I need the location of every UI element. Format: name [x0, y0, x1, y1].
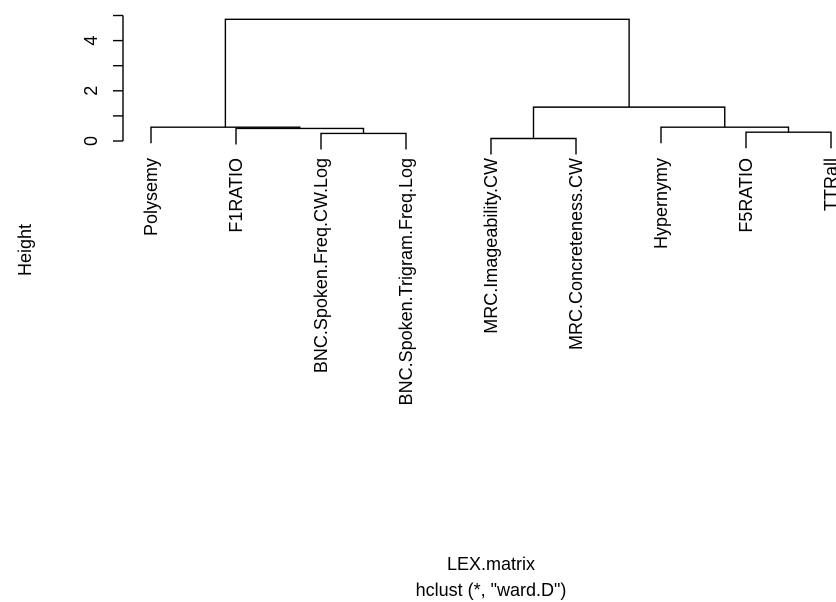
y-tick-label: 2: [81, 86, 101, 96]
leaf-label: MRC.Imageability.CW: [481, 158, 501, 334]
leaf-label: TTRall: [821, 158, 836, 211]
dendrogram-branch: [660, 126, 790, 144]
y-axis-title: Height: [15, 224, 35, 276]
dendrogram-branch: [745, 131, 832, 149]
x-axis-title: LEX.matrix: [447, 554, 535, 574]
dendrogram-branch: [224, 18, 630, 128]
dendrogram-tree: [150, 18, 832, 155]
leaf-label: Polysemy: [141, 158, 161, 236]
leaf-label: MRC.Concreteness.CW: [566, 158, 586, 350]
leaf-label: Hypernymy: [651, 158, 671, 249]
dendrogram-branch: [150, 126, 301, 144]
y-axis: 0 2 4: [81, 14, 124, 146]
y-tick-label: 0: [81, 136, 101, 146]
chart-subtitle: hclust (*, "ward.D"): [416, 580, 567, 600]
leaf-label: F1RATIO: [226, 158, 246, 233]
y-tick-label: 4: [81, 36, 101, 46]
leaf-label: F5RATIO: [736, 158, 756, 233]
leaf-label: BNC.Spoken.Trigram.Freq.Log: [396, 158, 416, 405]
dendrogram-branch: [490, 137, 577, 155]
dendrogram-branch: [320, 132, 407, 150]
dendrogram-branch: [532, 106, 726, 139]
leaf-labels: Polysemy F1RATIO BNC.Spoken.Freq.CW.Log BNC…: [141, 158, 836, 405]
leaf-label: BNC.Spoken.Freq.CW.Log: [311, 158, 331, 373]
dendrogram-branch: [235, 127, 365, 145]
